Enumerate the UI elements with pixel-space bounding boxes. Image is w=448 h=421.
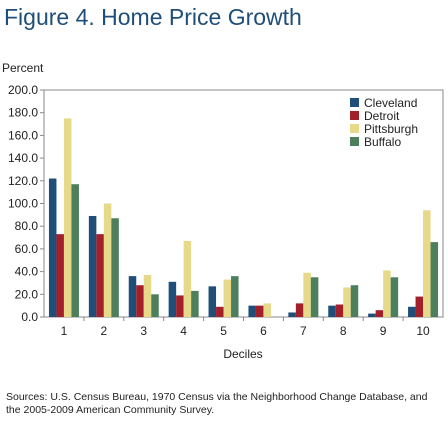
bar-pittsburgh-decile-5	[223, 279, 232, 317]
bar-detroit-decile-1	[56, 234, 64, 317]
bar-detroit-decile-8	[335, 304, 344, 317]
bar-series	[48, 118, 439, 317]
x-tick-label: 10	[416, 324, 430, 338]
bar-chart: Percent 0.020.040.060.080.0100.0120.0140…	[2, 61, 444, 361]
x-tick-label: 5	[220, 324, 227, 338]
legend-swatch-pittsburgh	[350, 124, 359, 133]
bar-cleveland-decile-2	[88, 215, 97, 317]
bar-buffalo-decile-10	[430, 242, 439, 317]
bar-pittsburgh-decile-6	[263, 303, 271, 317]
bar-pittsburgh-decile-9	[383, 270, 391, 317]
bar-buffalo-decile-4	[191, 290, 199, 317]
bar-detroit-decile-7	[295, 303, 304, 317]
bar-detroit-decile-3	[136, 285, 144, 317]
bar-buffalo-decile-3	[151, 294, 159, 317]
bar-cleveland-decile-9	[368, 313, 376, 317]
bar-cleveland-decile-4	[168, 281, 177, 317]
x-tick-label: 8	[340, 324, 347, 338]
bar-cleveland-decile-5	[208, 286, 217, 317]
y-tick-label: 40.0	[15, 265, 39, 279]
y-tick-label: 160.0	[8, 128, 38, 142]
bar-pittsburgh-decile-2	[103, 203, 112, 317]
x-axis-label: Deciles	[223, 347, 262, 361]
bar-pittsburgh-decile-4	[183, 240, 192, 317]
bar-cleveland-decile-3	[128, 276, 137, 317]
x-tick-label: 3	[140, 324, 147, 338]
x-tick-label: 6	[260, 324, 267, 338]
bar-buffalo-decile-2	[111, 218, 119, 317]
y-axis-label: Percent	[2, 61, 44, 75]
legend-swatch-cleveland	[350, 98, 359, 107]
bar-buffalo-decile-9	[390, 277, 399, 317]
x-axis-ticks: 1 2 3 4 5 6 7 8 9 10	[61, 317, 430, 338]
x-tick-label: 7	[300, 324, 307, 338]
y-tick-label: 120.0	[8, 174, 38, 188]
bar-pittsburgh-decile-3	[143, 275, 152, 317]
bar-buffalo-decile-7	[310, 277, 319, 317]
bar-pittsburgh-decile-1	[63, 118, 72, 317]
bar-pittsburgh-decile-7	[303, 272, 311, 317]
y-tick-label: 100.0	[8, 197, 38, 211]
y-tick-label: 60.0	[15, 242, 39, 256]
y-tick-label: 80.0	[15, 219, 39, 233]
bar-pittsburgh-decile-10	[423, 210, 431, 317]
bar-pittsburgh-decile-8	[343, 287, 351, 317]
bar-detroit-decile-10	[415, 296, 424, 317]
x-tick-label: 1	[61, 324, 68, 338]
bar-buffalo-decile-8	[350, 285, 359, 317]
y-tick-label: 20.0	[15, 287, 39, 301]
x-tick-label: 9	[380, 324, 387, 338]
bar-detroit-decile-2	[96, 234, 104, 317]
bar-cleveland-decile-8	[328, 305, 336, 317]
y-tick-label: 140.0	[8, 151, 38, 165]
source-note: Sources: U.S. Census Bureau, 1970 Census…	[6, 391, 428, 416]
legend-swatch-buffalo	[350, 137, 359, 146]
bar-cleveland-decile-10	[408, 306, 416, 317]
bar-detroit-decile-9	[375, 310, 384, 317]
bar-cleveland-decile-6	[248, 305, 256, 317]
y-tick-label: 200.0	[8, 83, 38, 97]
y-axis-ticks: 0.0 20.0 40.0 60.0 80.0 100.0 120.0 140.0 160.0 1…	[8, 83, 44, 324]
bar-cleveland-decile-1	[48, 178, 57, 317]
bar-detroit-decile-6	[255, 305, 264, 317]
x-tick-label: 4	[180, 324, 187, 338]
legend-label-cleveland: Cleveland	[364, 96, 417, 110]
legend-label-pittsburgh: Pittsburgh	[364, 122, 418, 136]
bar-buffalo-decile-5	[231, 276, 239, 317]
y-tick-label: 180.0	[8, 106, 38, 120]
bar-buffalo-decile-1	[71, 184, 79, 317]
bar-cleveland-decile-7	[288, 312, 296, 317]
legend-label-detroit: Detroit	[364, 109, 400, 123]
figure-title: Figure 4. Home Price Growth	[4, 4, 302, 30]
y-tick-label: 0.0	[21, 310, 38, 324]
bar-detroit-decile-5	[216, 306, 224, 317]
legend-swatch-detroit	[350, 111, 359, 120]
x-tick-label: 2	[101, 324, 108, 338]
bar-detroit-decile-4	[176, 295, 184, 317]
legend-label-buffalo: Buffalo	[364, 135, 401, 149]
